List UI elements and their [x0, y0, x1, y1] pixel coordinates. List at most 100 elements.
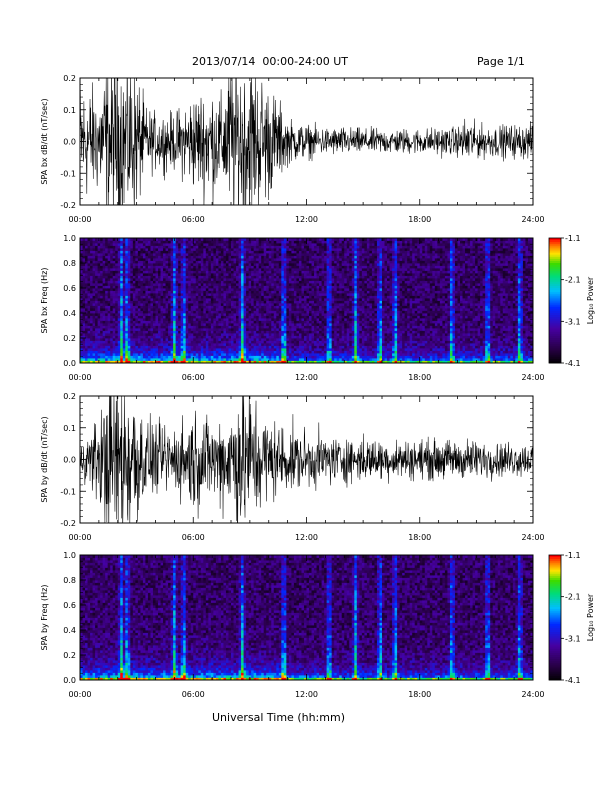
spectrogram-cell [135, 320, 139, 324]
spectrogram-cell [213, 343, 217, 346]
spectrogram-cell [117, 283, 121, 286]
spectrogram-cell [200, 295, 204, 299]
spectrogram-cell [306, 325, 310, 329]
spectrogram-cell [231, 338, 234, 341]
spectrogram-cell [127, 290, 131, 294]
spectrogram-cell [236, 343, 239, 346]
spectrogram-cell [261, 275, 265, 279]
spectrogram-cell [225, 243, 229, 246]
spectrogram-cell [142, 310, 146, 314]
spectrogram-cell [175, 325, 179, 329]
spectrogram-cell [100, 345, 104, 349]
spectrogram-cell [195, 353, 199, 356]
spectrogram-cell [273, 248, 277, 251]
spectrogram-cell [145, 288, 149, 291]
spectrogram-cell [173, 335, 177, 339]
spectrogram-cell [87, 325, 91, 329]
spectrogram-cell [183, 338, 187, 341]
spectrogram-cell [147, 355, 151, 359]
spectrogram-cell [165, 323, 169, 326]
spectrogram-cell [125, 345, 129, 349]
spectrogram-cell [135, 265, 139, 269]
spectrogram-cell [271, 343, 275, 346]
spectrogram-cell [220, 338, 224, 341]
spectrogram-cell [223, 348, 227, 351]
spectrogram-cell [115, 315, 119, 319]
spectrogram-cell [296, 245, 300, 249]
spectrogram-cell [253, 358, 257, 361]
spectrogram-cell [112, 290, 116, 294]
spectrogram-cell [218, 290, 222, 294]
spectrogram-cell [100, 240, 104, 244]
spectrogram-cell [127, 340, 131, 344]
spectrogram-cell [276, 328, 280, 331]
spectrogram-cell [125, 278, 129, 281]
spectrogram-cell [293, 350, 297, 354]
spectrogram-cell [173, 293, 177, 296]
spectrogram-cell [291, 270, 295, 274]
spectrogram-cell [208, 343, 212, 346]
spectrogram-cell [246, 290, 250, 294]
spectrogram-cell [281, 320, 285, 324]
spectrogram-cell [220, 293, 224, 296]
spectrogram-cell [311, 338, 315, 341]
spectrogram-cell [173, 240, 177, 244]
spectrogram-cell [213, 360, 217, 364]
spectrogram-cell [120, 318, 124, 321]
spectrogram-cell [261, 323, 265, 326]
spectrogram-cell [321, 253, 325, 256]
spectrogram-cell [185, 315, 189, 319]
spectrogram-cell [210, 278, 214, 281]
spectrogram-cell [283, 350, 287, 354]
spectrogram-cell [286, 353, 290, 356]
spectrogram-cell [90, 333, 93, 336]
spectrogram-cell [276, 258, 280, 261]
spectrogram-cell [137, 248, 141, 251]
spectrogram-cell [253, 348, 257, 351]
spectrogram-cell [195, 290, 199, 294]
spectrogram-cell [137, 340, 141, 344]
spectrogram-cell [306, 245, 310, 249]
spectrogram-cell [324, 298, 328, 301]
spectrogram-cell [246, 258, 250, 261]
spectrogram-cell [208, 300, 212, 304]
spectrogram-cell [152, 300, 156, 304]
spectrogram-cell [319, 248, 322, 251]
spectrogram-cell [321, 333, 325, 336]
spectrogram-cell [241, 243, 244, 246]
spectrogram-cell [281, 253, 285, 256]
spectrogram-cell [155, 333, 159, 336]
spectrogram-cell [306, 348, 310, 351]
spectrogram-cell [210, 350, 214, 354]
spectrogram-cell [168, 355, 171, 359]
spectrogram-cell [173, 248, 177, 251]
spectrogram-cell [115, 328, 119, 331]
spectrogram-cell [140, 240, 144, 244]
spectrogram-cell [243, 360, 247, 364]
spectrogram-cell [193, 303, 197, 306]
spectrogram-cell [140, 243, 144, 246]
spectrogram-cell [120, 303, 124, 306]
spectrogram-cell [258, 343, 262, 346]
spectrogram-cell [218, 358, 222, 361]
spectrogram-cell [188, 290, 192, 294]
spectrogram-cell [90, 335, 93, 339]
spectrogram-cell [112, 238, 116, 241]
spectrogram-cell [291, 280, 295, 284]
spectrogram-cell [163, 250, 166, 254]
spectrogram-cell [225, 280, 229, 284]
spectrogram-cell [125, 275, 129, 279]
spectrogram-cell [220, 310, 224, 314]
spectrogram-cell [236, 283, 239, 286]
spectrogram-cell [80, 288, 83, 291]
spectrogram-cell [251, 303, 255, 306]
spectrogram-cell [185, 283, 189, 286]
spectrogram-cell [137, 275, 141, 279]
spectrogram-cell [178, 285, 182, 289]
spectrogram-cell [263, 308, 267, 311]
spectrogram-cell [278, 275, 282, 279]
spectrogram-cell [283, 340, 287, 344]
spectrogram-cell [200, 355, 204, 359]
spectrogram-cell [283, 250, 287, 254]
spectrogram-cell [286, 313, 290, 316]
